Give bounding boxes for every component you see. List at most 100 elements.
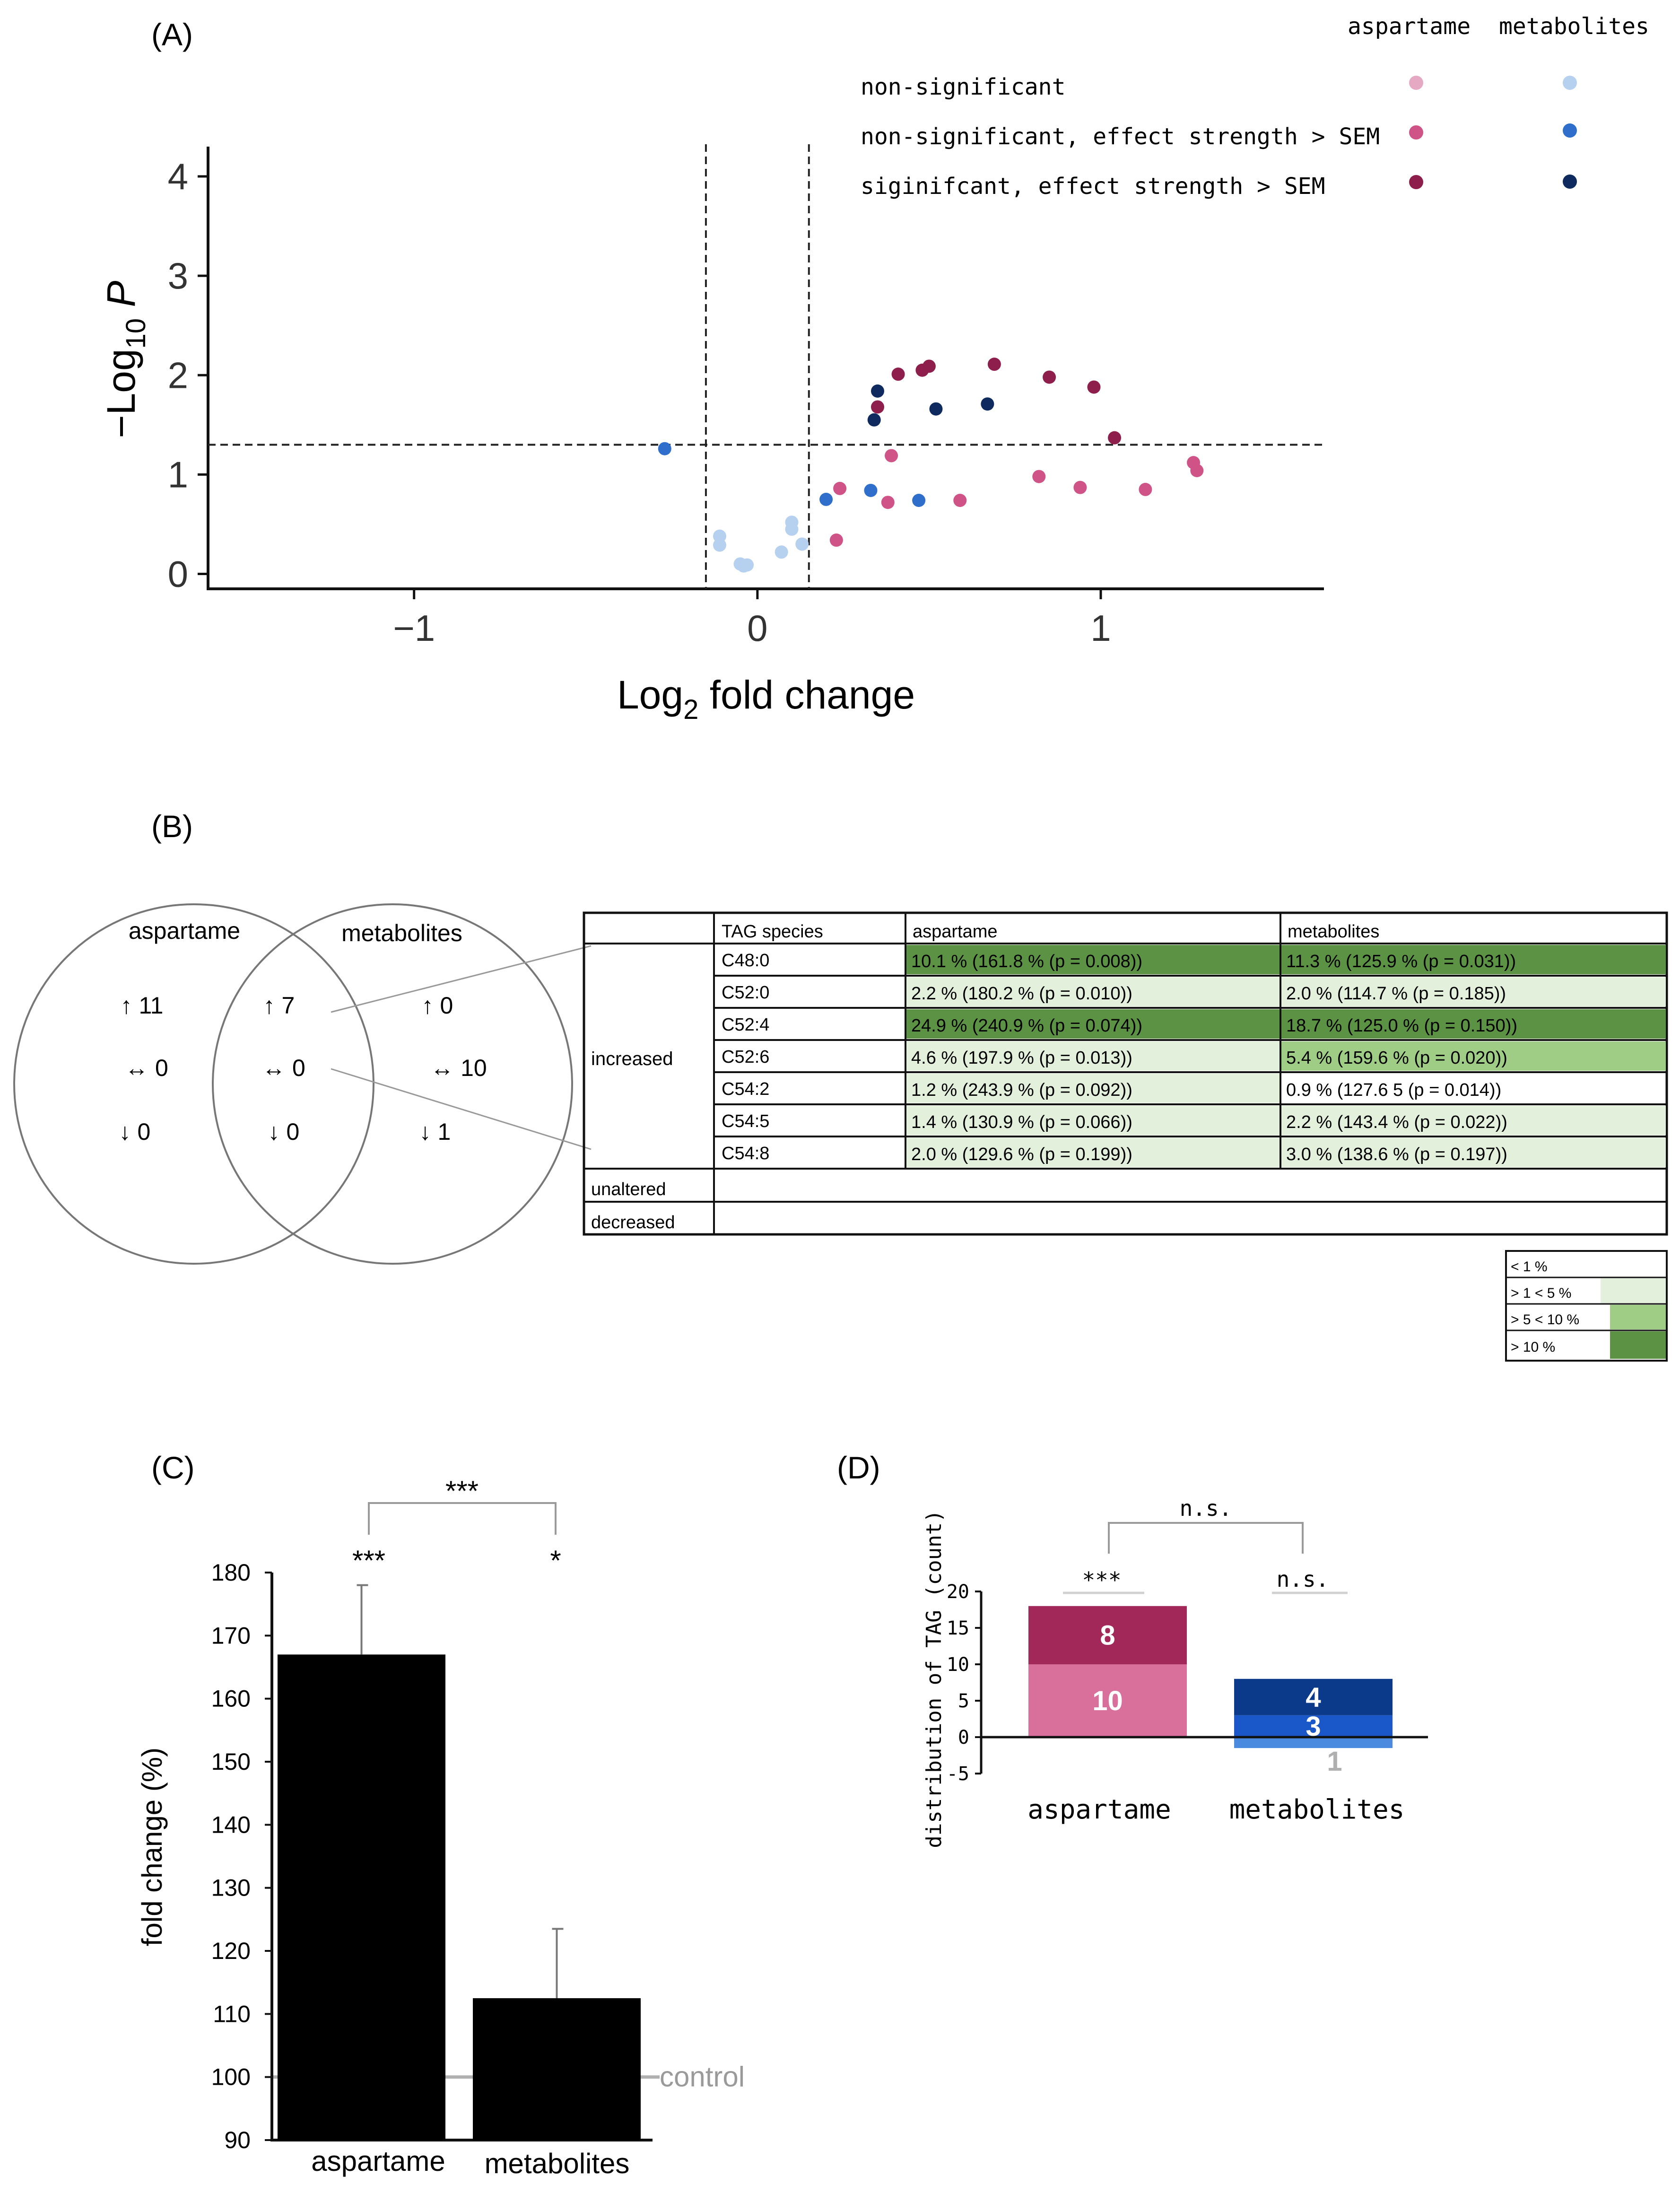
table-cell-shading bbox=[1281, 945, 1666, 974]
venn-right-down: ↓ 1 bbox=[419, 1119, 451, 1145]
table-header-metabolites: metabolites bbox=[1288, 922, 1379, 942]
data-point bbox=[795, 537, 809, 551]
data-point bbox=[912, 494, 926, 507]
data-point bbox=[885, 449, 898, 463]
data-point bbox=[929, 402, 943, 416]
y-tick-label: -5 bbox=[947, 1763, 969, 1785]
table-cell-aspartame: 1.4 % (130.9 % (p = 0.066)) bbox=[911, 1112, 1132, 1132]
table-cell-species: C52:4 bbox=[722, 1015, 769, 1035]
table-cell-aspartame: 2.2 % (180.2 % (p = 0.010)) bbox=[911, 984, 1132, 1004]
table-cell-species: C52:0 bbox=[722, 983, 769, 1003]
table-cell-shading bbox=[1281, 977, 1666, 1006]
table-header-aspartame: aspartame bbox=[913, 922, 998, 942]
venn-right-neutral: ↔ 10 bbox=[430, 1055, 487, 1081]
table-header-species: TAG species bbox=[722, 922, 823, 942]
venn-connector-line bbox=[331, 1068, 592, 1150]
data-point bbox=[922, 359, 936, 373]
legend-col-aspartame: aspartame bbox=[1348, 13, 1471, 40]
legend-marker-met-mid bbox=[1563, 123, 1577, 138]
table-group-unaltered: unaltered bbox=[591, 1180, 666, 1199]
panel-b-venn-and-table: (B) aspartame metabolites ↑ 11 ↔ 0 ↓ 0 ↑… bbox=[13, 809, 1668, 1362]
x-tick-label: 0 bbox=[747, 607, 767, 649]
y-tick-label: 20 bbox=[947, 1581, 969, 1603]
tag-species-table: C48:0 10.1 % (161.8 % (p = 0.008)) 11.3 % … bbox=[583, 911, 1668, 1236]
x-tick-label-metabolites: metabolites bbox=[485, 2148, 630, 2179]
panel-d-label: (D) bbox=[837, 1450, 880, 1485]
y-tick-label: 130 bbox=[211, 1875, 251, 1901]
y-axis-title: distribution of TAG (count) bbox=[922, 1510, 946, 1848]
data-point bbox=[819, 492, 833, 506]
table-frame bbox=[583, 911, 1668, 1236]
table-cell-species: C54:2 bbox=[722, 1079, 769, 1099]
bar-segment bbox=[1028, 1664, 1187, 1737]
bar-significance-metabolites: n.s. bbox=[1277, 1566, 1329, 1592]
bar-segment-label: 8 bbox=[1100, 1620, 1115, 1651]
data-point bbox=[1087, 380, 1101, 394]
panel-c-bar-chart: (C) 90 100 110 120 130 140 150 160 170 180 fold c… bbox=[136, 1450, 745, 2179]
table-cell-species: C54:8 bbox=[722, 1144, 769, 1163]
y-tick-label: 180 bbox=[211, 1559, 251, 1586]
y-tick-label: 140 bbox=[211, 1811, 251, 1838]
venn-left-neutral: ↔ 0 bbox=[125, 1055, 168, 1081]
comparison-bracket bbox=[368, 1502, 557, 1535]
x-axis-title: Log2 fold change bbox=[617, 673, 915, 725]
table-cell-shading bbox=[906, 977, 1280, 1006]
venn-label-metabolites: metabolites bbox=[341, 920, 462, 946]
bar-segment-label: 4 bbox=[1306, 1682, 1321, 1713]
data-point bbox=[785, 516, 799, 529]
comparison-bracket bbox=[1108, 1522, 1304, 1554]
y-tick-label: 10 bbox=[947, 1654, 969, 1676]
x-tick-label: −1 bbox=[393, 607, 435, 649]
table-group-decreased: decreased bbox=[591, 1213, 675, 1232]
table-cell-shading bbox=[906, 1106, 1280, 1135]
panel-a-label: (A) bbox=[151, 17, 193, 52]
y-tick-label: 150 bbox=[211, 1748, 251, 1775]
bar-segment-label: 10 bbox=[1092, 1686, 1123, 1716]
legend-text: > 5 < 10 % bbox=[1511, 1312, 1579, 1328]
data-point bbox=[1108, 431, 1122, 445]
table-cell-metabolites: 2.2 % (143.4 % (p = 0.022)) bbox=[1286, 1112, 1507, 1132]
data-point bbox=[981, 397, 994, 411]
legend-marker-met-dark bbox=[1563, 175, 1577, 189]
legend-marker-asp-mid bbox=[1409, 125, 1423, 140]
table-cell-metabolites: 18.7 % (125.0 % (p = 0.150)) bbox=[1286, 1016, 1517, 1036]
data-point bbox=[953, 494, 967, 507]
bar-segment bbox=[1234, 1678, 1393, 1715]
data-point bbox=[740, 558, 754, 572]
panel-a-volcano-plot: (A) aspartame metabolites non-significan… bbox=[99, 13, 1649, 725]
legend-row-label: non-significant bbox=[861, 74, 1065, 100]
y-tick-label: 3 bbox=[168, 255, 188, 297]
x-tick-label-aspartame: aspartame bbox=[1027, 1794, 1171, 1825]
data-point bbox=[891, 367, 905, 381]
venn-circle-aspartame bbox=[13, 903, 374, 1265]
table-cell-shading bbox=[1281, 1106, 1666, 1135]
data-point bbox=[658, 442, 671, 455]
legend-frame bbox=[1505, 1250, 1668, 1362]
panel-b-label: (B) bbox=[151, 809, 193, 844]
legend-col-metabolites: metabolites bbox=[1499, 13, 1649, 40]
legend-row-label: siginifcant, effect strength > SEM bbox=[861, 173, 1325, 200]
table-cell-aspartame: 24.9 % (240.9 % (p = 0.074)) bbox=[911, 1016, 1142, 1036]
venn-center-down: ↓ 0 bbox=[268, 1119, 300, 1145]
venn-left-up: ↑ 11 bbox=[121, 992, 164, 1019]
bar-significance-aspartame: *** bbox=[352, 1545, 385, 1576]
y-tick-label: 4 bbox=[168, 156, 188, 197]
data-point bbox=[833, 481, 847, 495]
venn-center-up: ↑ 7 bbox=[263, 992, 295, 1019]
table-cell-aspartame: 1.2 % (243.9 % (p = 0.092)) bbox=[911, 1080, 1132, 1100]
table-cell-shading bbox=[1281, 1009, 1666, 1039]
bar-segment bbox=[1234, 1715, 1393, 1737]
data-point bbox=[867, 413, 881, 427]
legend-marker-asp-dark bbox=[1409, 175, 1423, 189]
legend-swatch-dark bbox=[1610, 1331, 1666, 1359]
bar-segment bbox=[1028, 1606, 1187, 1664]
bar bbox=[278, 1654, 445, 2140]
table-cell-shading bbox=[906, 1009, 1280, 1039]
y-tick-label: 0 bbox=[958, 1727, 969, 1748]
data-point bbox=[829, 533, 843, 547]
x-tick-label: 1 bbox=[1090, 607, 1111, 649]
data-point bbox=[871, 384, 884, 398]
table-cell-shading bbox=[906, 1041, 1280, 1071]
y-tick-label: 170 bbox=[211, 1622, 251, 1649]
legend-row-label: non-significant, effect strength > SEM bbox=[861, 123, 1380, 150]
